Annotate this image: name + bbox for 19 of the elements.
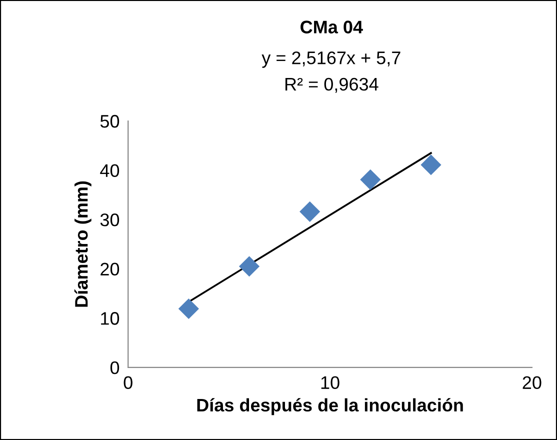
text: R² = 0,9634 bbox=[285, 78, 378, 93]
y-tick-label: 20 bbox=[100, 262, 120, 276]
x-tick-label: 10 bbox=[321, 376, 340, 389]
text: y = 2,5167x + 5,7 bbox=[262, 51, 400, 68]
y-axis-title: Díametro (mm) bbox=[74, 181, 92, 307]
y-tick-label: 50 bbox=[100, 114, 120, 128]
point bbox=[178, 298, 199, 320]
x-tick-label: 20 bbox=[522, 376, 542, 389]
chart-title: CMa 04 bbox=[300, 20, 363, 34]
point bbox=[420, 154, 442, 176]
y-tick-label: 40 bbox=[100, 164, 120, 177]
point bbox=[238, 256, 260, 277]
y-tick-label: 30 bbox=[100, 213, 120, 226]
x-axis-title: Días después de la inoculación bbox=[197, 398, 463, 416]
y-tick-label: 10 bbox=[101, 312, 120, 325]
y-tick-label: 0 bbox=[110, 361, 120, 374]
point bbox=[360, 169, 381, 190]
x-tick-label: 0 bbox=[124, 376, 132, 389]
point bbox=[300, 201, 320, 222]
